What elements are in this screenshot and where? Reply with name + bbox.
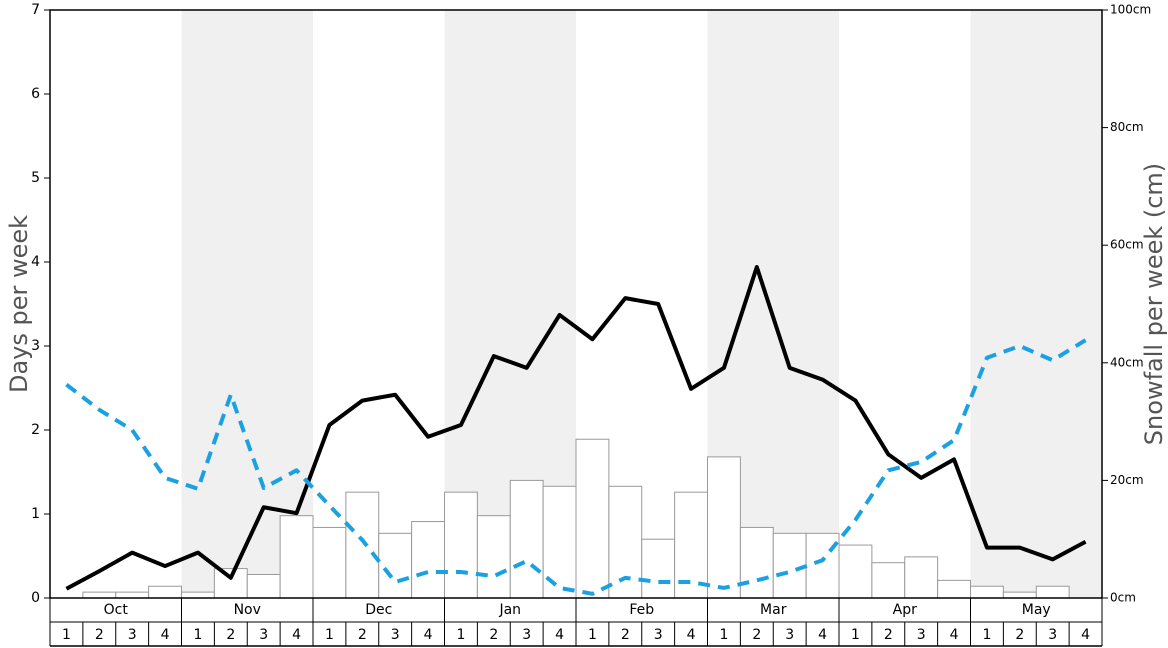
- y-tick-label: 3: [31, 338, 40, 354]
- x-tick-label: 1: [325, 627, 334, 643]
- bar: [82, 591, 117, 599]
- y-tick-label: 6: [31, 86, 40, 102]
- bar: [444, 491, 478, 599]
- y-tick-label: 4: [31, 254, 40, 270]
- line-series: [65, 338, 1087, 596]
- month-label: Feb: [629, 602, 654, 618]
- month-label: Dec: [365, 602, 392, 618]
- x-tick-label: 2: [884, 627, 893, 643]
- x-tick-label: 3: [1048, 627, 1057, 643]
- x-tick-label: 3: [391, 627, 400, 643]
- y-tick-label: 7: [31, 2, 40, 18]
- month-label: May: [1022, 602, 1051, 618]
- bar: [739, 526, 774, 599]
- x-tick-label: 1: [719, 627, 728, 643]
- bar: [641, 538, 676, 599]
- x-tick-label: 2: [95, 627, 104, 643]
- bar: [148, 585, 182, 599]
- bar: [970, 585, 1004, 599]
- bar: [279, 515, 314, 599]
- bar: [345, 491, 380, 599]
- month-label: Jan: [498, 602, 521, 618]
- bar: [871, 562, 906, 599]
- bar: [904, 556, 939, 599]
- x-tick-label: 3: [917, 627, 926, 643]
- x-tick-label: 2: [1015, 627, 1024, 643]
- month-label: Mar: [760, 602, 787, 618]
- x-tick-label: 4: [424, 627, 433, 643]
- x-tick-label: 3: [128, 627, 137, 643]
- y2-tick-label: 100cm: [1110, 3, 1151, 17]
- month-label: Apr: [893, 602, 917, 618]
- x-tick-label: 4: [687, 627, 696, 643]
- bar: [575, 438, 610, 599]
- y-axis-title: Days per week: [5, 215, 33, 393]
- x-tick-label: 3: [654, 627, 663, 643]
- month-shade: [181, 10, 313, 598]
- x-tick-label: 2: [489, 627, 498, 643]
- bar: [476, 515, 511, 599]
- bar: [509, 479, 544, 599]
- y2-tick-label: 80cm: [1110, 120, 1144, 134]
- y2-tick-label: 20cm: [1110, 473, 1144, 487]
- y-tick-label: 1: [31, 506, 40, 522]
- line-series: [65, 265, 1087, 591]
- x-tick-label: 4: [292, 627, 301, 643]
- y2-tick-label: 40cm: [1110, 355, 1144, 369]
- month-label: Nov: [234, 602, 261, 618]
- bar: [115, 591, 150, 599]
- bar: [312, 526, 347, 599]
- x-tick-label: 3: [522, 627, 531, 643]
- x-tick-label: 4: [950, 627, 959, 643]
- x-tick-label: 1: [456, 627, 465, 643]
- y-tick-label: 2: [31, 422, 40, 438]
- month-label: Oct: [104, 602, 129, 618]
- x-tick-label: 1: [193, 627, 202, 643]
- y-tick-label: 0: [31, 590, 40, 606]
- bar: [772, 532, 807, 599]
- y2-tick-label: 0cm: [1110, 591, 1136, 605]
- x-tick-label: 2: [752, 627, 761, 643]
- x-tick-label: 4: [555, 627, 564, 643]
- x-tick-label: 2: [226, 627, 235, 643]
- bar: [213, 568, 248, 599]
- x-tick-label: 1: [62, 627, 71, 643]
- x-tick-label: 1: [851, 627, 860, 643]
- x-tick-label: 1: [588, 627, 597, 643]
- x-tick-label: 2: [358, 627, 367, 643]
- bar: [707, 456, 741, 599]
- bar: [378, 532, 413, 599]
- bar: [542, 485, 577, 599]
- bar: [1035, 585, 1070, 599]
- x-tick-label: 3: [785, 627, 794, 643]
- x-tick-label: 4: [161, 627, 170, 643]
- x-tick-label: 2: [621, 627, 630, 643]
- x-tick-label: 1: [982, 627, 991, 643]
- y-tick-label: 5: [31, 170, 40, 186]
- x-tick-label: 4: [818, 627, 827, 643]
- y2-axis-title: Snowfall per week (cm): [1140, 163, 1168, 445]
- month-shade: [970, 10, 1102, 598]
- y2-tick-label: 60cm: [1110, 238, 1144, 252]
- bar: [937, 579, 971, 599]
- bar: [1002, 591, 1037, 599]
- x-tick-label: 3: [259, 627, 268, 643]
- bar: [411, 521, 445, 599]
- bar: [181, 591, 215, 599]
- bar: [838, 544, 873, 599]
- bar: [246, 573, 281, 599]
- bar: [608, 485, 643, 599]
- x-tick-label: 4: [1081, 627, 1090, 643]
